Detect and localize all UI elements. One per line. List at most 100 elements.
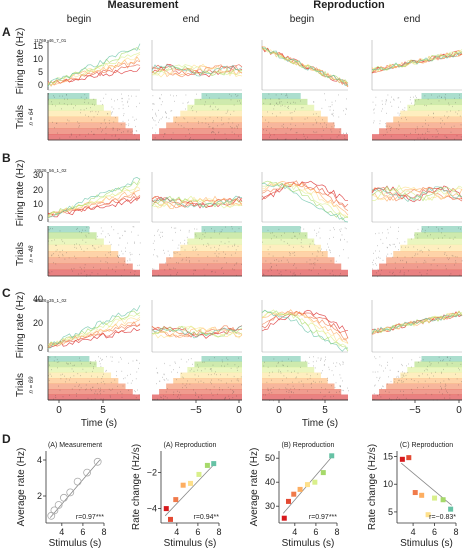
spike-tick (215, 371, 216, 373)
spike-tick (347, 257, 349, 259)
spike-tick (390, 101, 391, 103)
spike-tick (267, 387, 269, 389)
spike-tick (280, 274, 282, 276)
spike-tick (117, 128, 119, 130)
spike-tick (321, 381, 322, 383)
spike-tick (291, 391, 292, 393)
spike-tick (316, 122, 317, 124)
spike-tick (447, 117, 448, 119)
spike-tick (154, 137, 156, 139)
spike-tick (131, 253, 133, 255)
spike-tick (336, 362, 338, 364)
spike-tick (379, 123, 381, 125)
spike-tick (103, 120, 105, 122)
spike-tick (334, 125, 335, 127)
spike-tick (274, 259, 275, 261)
spike-tick (412, 392, 413, 394)
spike-tick (188, 101, 189, 103)
spike-tick (457, 394, 459, 396)
spike-tick (411, 366, 412, 368)
spike-tick (286, 94, 288, 96)
spike-tick (419, 271, 421, 274)
spike-tick (438, 237, 439, 239)
spike-tick (373, 393, 375, 395)
spike-tick (189, 138, 191, 140)
spike-tick (125, 247, 126, 249)
trace-panel (261, 172, 349, 223)
spike-tick (440, 360, 441, 362)
spike-tick (340, 385, 341, 387)
spike-tick (431, 372, 432, 374)
raster-band (262, 389, 342, 395)
spike-tick (121, 132, 122, 134)
spike-tick (129, 258, 131, 260)
spike-tick (386, 246, 388, 248)
stat-label: r=0.97*** (309, 514, 337, 521)
spike-tick (317, 251, 319, 253)
spike-tick (307, 136, 308, 138)
spike-tick (186, 361, 188, 363)
raster-band (262, 361, 308, 368)
y-tick-label: 10 (383, 479, 393, 489)
spike-tick (66, 94, 67, 96)
spike-tick (313, 380, 314, 382)
spike-tick (112, 127, 114, 129)
spike-tick (180, 125, 182, 127)
spike-tick (324, 364, 325, 366)
spike-tick (216, 374, 217, 376)
spike-tick (308, 269, 310, 271)
spike-tick (212, 102, 214, 104)
spike-tick (406, 119, 407, 121)
spike-tick (121, 97, 123, 100)
spike-tick (264, 98, 266, 100)
spike-tick (427, 269, 428, 271)
raster-band (262, 238, 315, 246)
xtick-repr-begin-5: 5 (322, 405, 328, 416)
raster-band (421, 356, 462, 362)
unit-id-c: 10526_35_1_02 (34, 298, 67, 303)
spike-tick (131, 95, 132, 97)
spike-tick (86, 274, 88, 276)
spike-tick (94, 248, 96, 250)
spike-tick (214, 229, 216, 232)
spike-tick (277, 138, 278, 140)
spike-tick (210, 247, 212, 249)
spike-tick (212, 394, 214, 397)
spike-tick (278, 361, 279, 363)
scatter-title: (A) Reproduction (164, 442, 217, 449)
rate-trace (47, 177, 141, 219)
spike-tick (97, 113, 98, 115)
spike-tick (428, 114, 429, 116)
spike-tick (216, 260, 218, 262)
spike-tick (275, 128, 277, 131)
stat-label: r=−0.83* (429, 514, 456, 521)
spike-tick (385, 367, 386, 369)
spike-tick (198, 120, 199, 123)
xtick-meas-end-0: 0 (236, 405, 242, 416)
spike-tick (417, 381, 419, 383)
spike-tick (326, 124, 327, 126)
spike-tick (378, 256, 379, 258)
spike-tick (424, 95, 426, 97)
spike-tick (291, 112, 293, 114)
spike-tick (187, 121, 189, 123)
spike-tick (234, 264, 235, 266)
spike-tick (178, 244, 180, 246)
spike-tick (292, 273, 294, 275)
raster-block (262, 226, 349, 277)
spike-tick (291, 128, 292, 130)
spike-tick (229, 93, 230, 95)
spike-tick (193, 389, 194, 391)
spike-tick (61, 239, 63, 241)
spike-tick (51, 240, 53, 242)
spike-tick (406, 262, 407, 264)
spike-tick (390, 226, 391, 228)
spike-tick (222, 389, 223, 391)
spike-tick (52, 228, 53, 230)
spike-tick (204, 368, 206, 370)
spike-tick (137, 264, 139, 267)
spike-tick (387, 361, 388, 363)
spike-tick (193, 273, 194, 275)
spike-tick (454, 236, 456, 238)
